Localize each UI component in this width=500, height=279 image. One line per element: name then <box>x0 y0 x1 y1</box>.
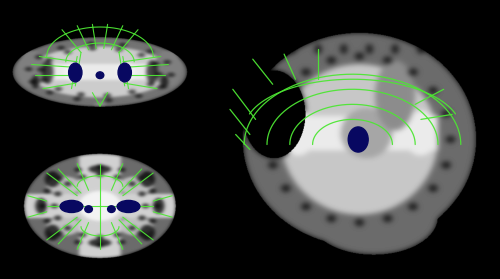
Ellipse shape <box>117 200 140 213</box>
Ellipse shape <box>60 200 83 213</box>
Ellipse shape <box>108 206 115 213</box>
Ellipse shape <box>85 206 92 213</box>
Ellipse shape <box>348 127 368 152</box>
Ellipse shape <box>118 63 132 82</box>
Ellipse shape <box>96 72 104 79</box>
Ellipse shape <box>68 63 82 82</box>
